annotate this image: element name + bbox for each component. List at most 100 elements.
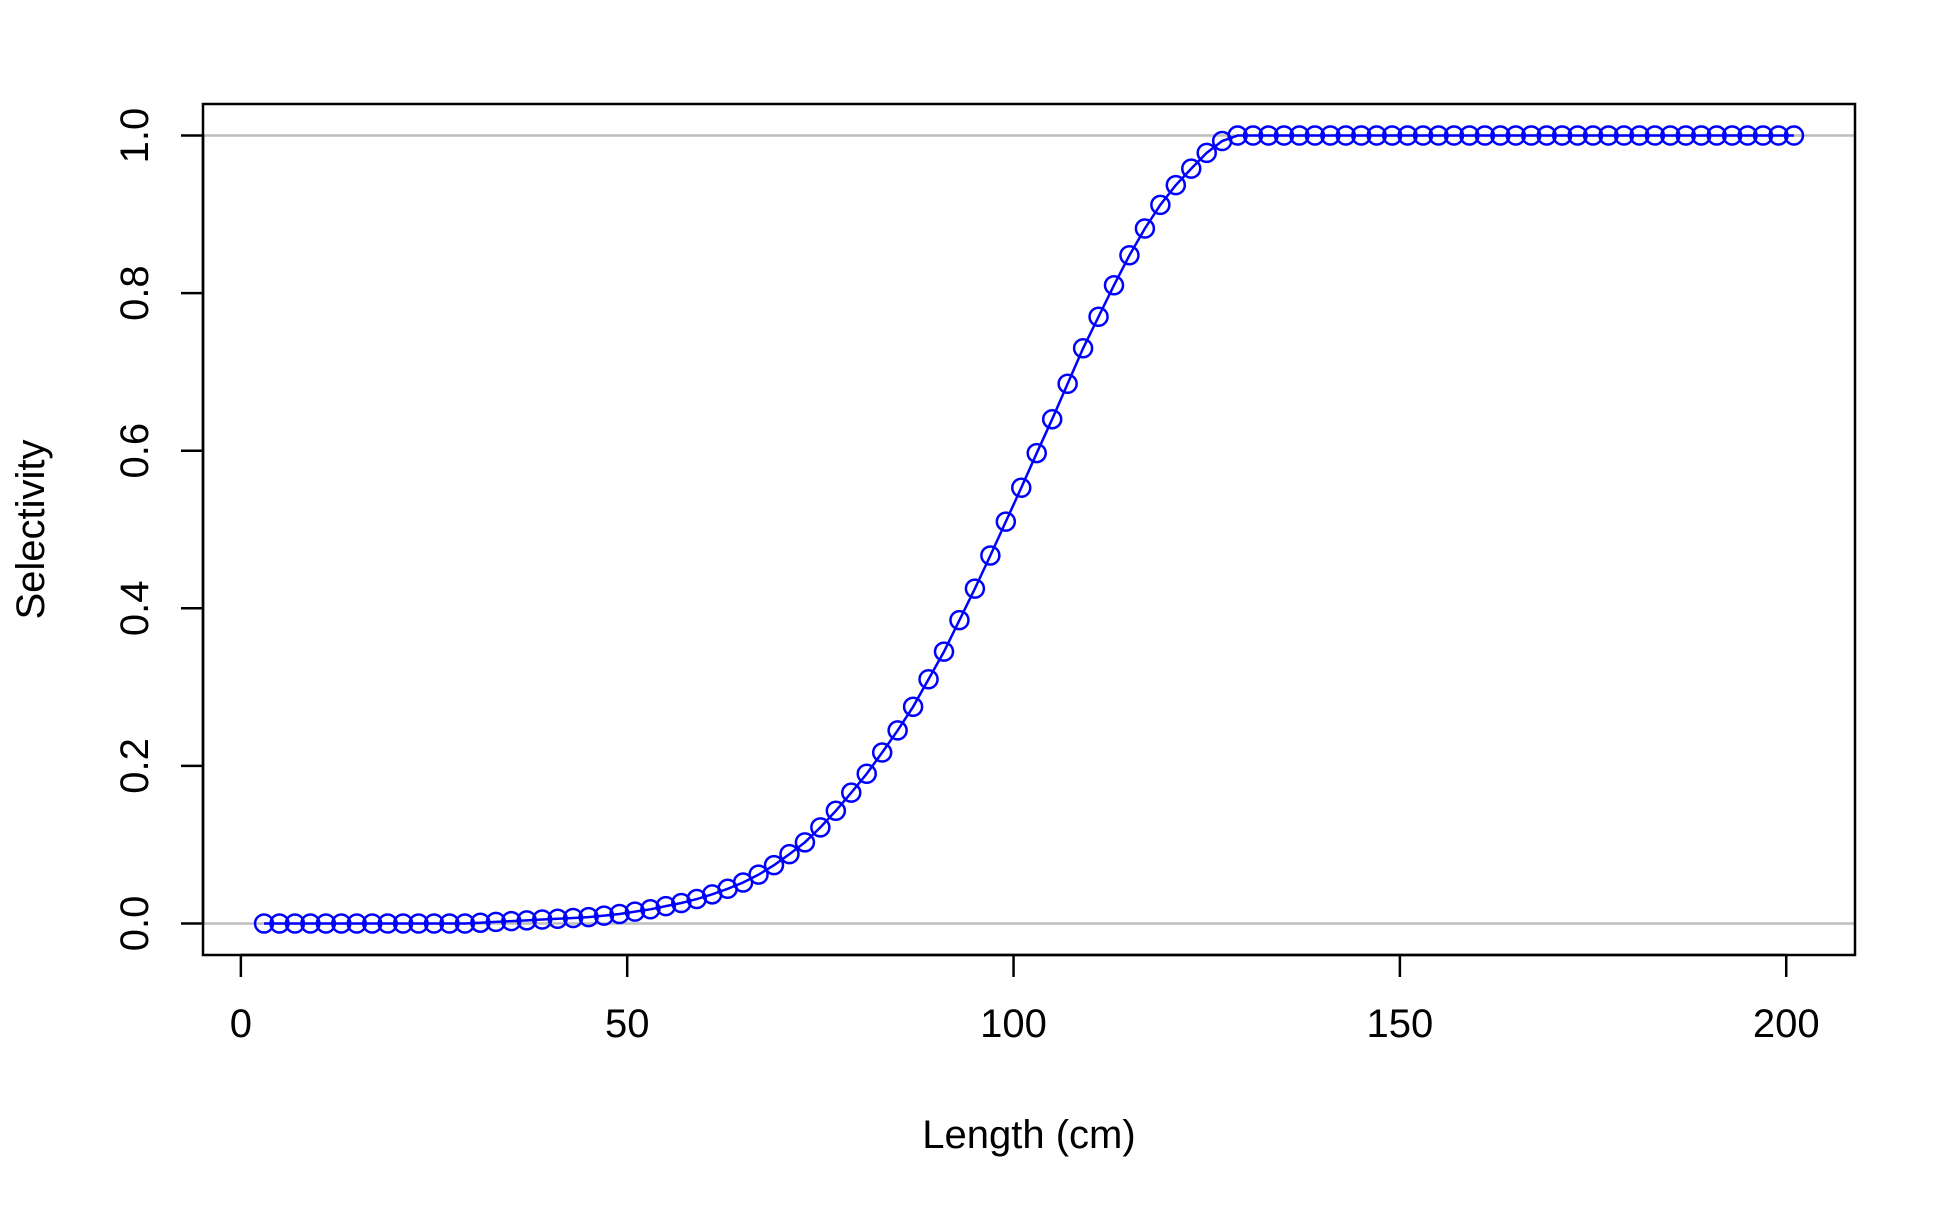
- data-point: [1227, 125, 1248, 146]
- data-point: [841, 782, 862, 803]
- data-point: [1428, 125, 1449, 146]
- data-point: [856, 763, 877, 785]
- data-point: [1706, 125, 1727, 146]
- data-point: [439, 913, 460, 934]
- data-point: [1351, 125, 1372, 146]
- data-point: [1057, 373, 1078, 394]
- data-point: [902, 696, 924, 718]
- data-point: [1474, 125, 1496, 146]
- data-point: [470, 912, 491, 933]
- data-point: [1752, 125, 1774, 146]
- data-point: [1567, 125, 1588, 146]
- data-point: [1181, 158, 1202, 179]
- data-point: [1783, 125, 1805, 146]
- data-point: [331, 913, 352, 934]
- y-axis-title: Selectivity: [9, 439, 53, 619]
- data-point: [300, 913, 321, 934]
- x-tick-label: 50: [605, 1002, 650, 1046]
- data-point: [918, 668, 939, 690]
- data-point: [377, 913, 398, 934]
- data-point: [1134, 218, 1156, 239]
- data-point: [562, 907, 584, 929]
- x-axis-title: Length (cm): [922, 1113, 1135, 1157]
- data-point: [547, 908, 568, 929]
- data-point: [1505, 125, 1527, 146]
- y-tick-label: 0.6: [113, 423, 157, 479]
- data-point: [671, 892, 692, 914]
- data-point: [1675, 125, 1697, 146]
- data-point: [1613, 125, 1635, 146]
- data-point: [949, 609, 970, 631]
- data-point: [516, 910, 537, 931]
- data-point: [748, 864, 769, 885]
- data-point: [624, 901, 646, 922]
- data-point: [593, 905, 615, 926]
- y-axis: 0.0 0.2 0.4 0.6 0.8 1.0: [113, 108, 205, 952]
- data-point: [408, 913, 429, 934]
- data-point: [1119, 245, 1140, 266]
- data-point: [810, 817, 831, 838]
- data-point: [1721, 125, 1743, 146]
- x-axis: 0 50 100 150 200: [230, 953, 1820, 1046]
- y-tick-label: 0.4: [113, 580, 157, 636]
- data-point: [1768, 125, 1789, 146]
- data-point: [1072, 338, 1094, 359]
- y-tick-label: 1.0: [113, 108, 157, 164]
- y-tick-label: 0.8: [113, 265, 157, 321]
- data-point: [980, 545, 1001, 566]
- y-tick-label: 0.0: [113, 896, 157, 952]
- x-tick-label: 100: [980, 1002, 1047, 1046]
- data-point: [269, 913, 290, 934]
- data-point: [933, 641, 955, 662]
- y-tick-label: 0.2: [113, 738, 157, 794]
- data-point: [578, 906, 599, 928]
- data-point: [454, 913, 476, 934]
- data-point: [1644, 125, 1666, 146]
- data-point: [1258, 125, 1279, 146]
- data-point: [1150, 194, 1171, 216]
- series-line: [264, 134, 1794, 925]
- data-point: [1103, 274, 1125, 296]
- data-point: [1629, 125, 1650, 146]
- data-point: [1011, 477, 1032, 498]
- data-point: [1598, 125, 1619, 146]
- data-point: [1242, 125, 1264, 146]
- data-point: [1165, 174, 1187, 196]
- data-point: [1335, 125, 1357, 146]
- data-point: [1521, 125, 1542, 146]
- x-tick-label: 200: [1753, 1002, 1820, 1046]
- x-tick-label: 150: [1367, 1002, 1434, 1046]
- reference-lines: [203, 134, 1855, 925]
- data-point: [794, 832, 816, 853]
- data-point: [531, 909, 553, 930]
- data-point: [392, 913, 414, 934]
- data-point: [887, 720, 908, 741]
- data-point: [995, 511, 1017, 532]
- data-point: [1041, 408, 1063, 430]
- data-point: [1196, 142, 1217, 164]
- data-point: [423, 913, 445, 934]
- data-point: [640, 899, 661, 920]
- data-point: [501, 910, 522, 932]
- data-point: [1273, 125, 1295, 146]
- data-point: [1397, 125, 1418, 146]
- data-point: [253, 913, 275, 934]
- data-point: [1690, 125, 1712, 146]
- data-point: [1320, 125, 1341, 146]
- data-point: [485, 911, 507, 933]
- data-point: [1412, 125, 1434, 146]
- data-point: [964, 578, 986, 599]
- data-point: [1551, 125, 1573, 146]
- series-points: [253, 125, 1805, 934]
- data-point: [1088, 306, 1109, 327]
- data-point: [1490, 125, 1511, 146]
- data-point: [779, 843, 800, 865]
- data-point: [1459, 125, 1480, 146]
- data-point: [871, 742, 893, 763]
- data-point: [1289, 125, 1310, 146]
- data-point: [1026, 442, 1047, 464]
- data-point: [763, 854, 785, 876]
- data-point: [284, 913, 306, 934]
- data-point: [1660, 125, 1681, 146]
